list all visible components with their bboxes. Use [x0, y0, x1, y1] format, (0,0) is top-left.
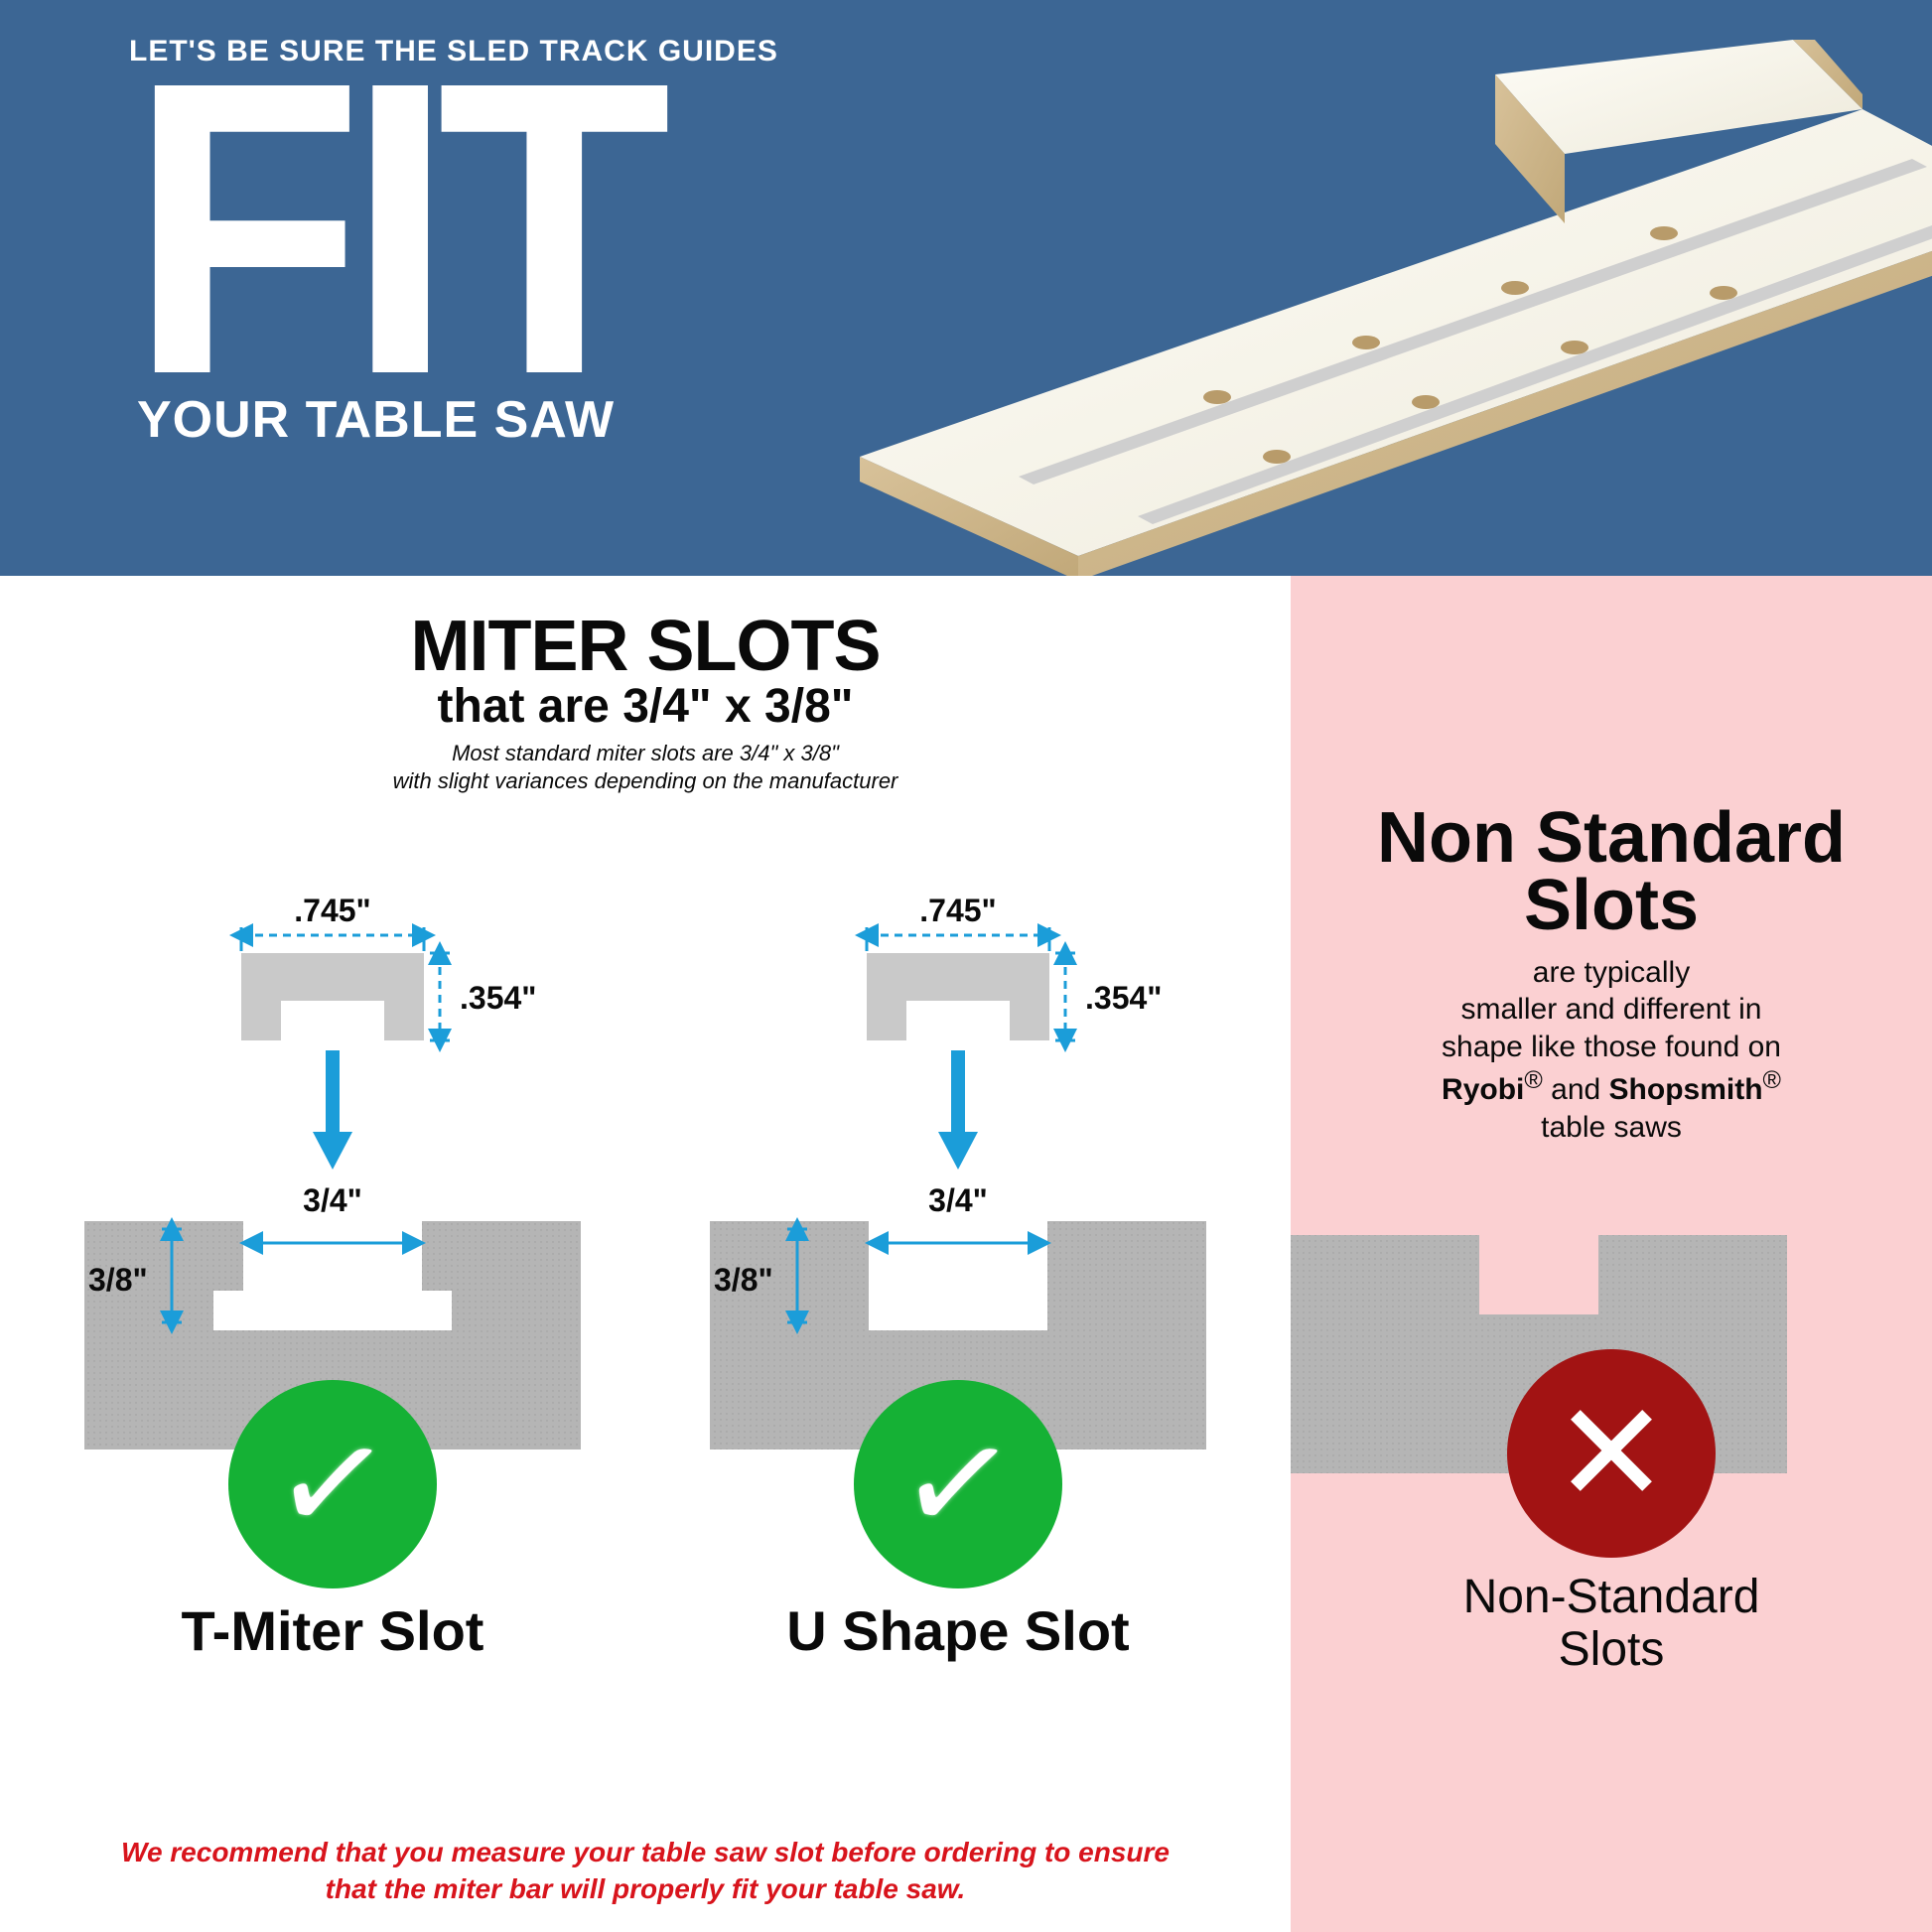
- ns-desc-tail: table saws: [1541, 1111, 1682, 1144]
- dim-width: .745": [919, 894, 996, 928]
- ns-desc-l1: are typically: [1533, 956, 1690, 989]
- ns-slot-label: Non-StandardSlots: [1291, 1572, 1932, 1677]
- ns-desc-l2: smaller and different in: [1461, 993, 1762, 1026]
- dim-height: .354": [1085, 980, 1162, 1016]
- ns-description: are typically smaller and different in s…: [1291, 954, 1932, 1147]
- miter-note-l1: Most standard miter slots are 3/4" x 3/8…: [452, 741, 839, 765]
- hero-banner: LET'S BE SURE THE SLED TRACK GUIDES FIT …: [0, 0, 1932, 576]
- standard-slots-panel: MITER SLOTS that are 3/4" x 3/8" Most st…: [0, 576, 1291, 1932]
- check-icon: ✓: [265, 1408, 400, 1562]
- check-badge: ✓: [228, 1380, 437, 1588]
- sled-illustration: [721, 40, 1932, 576]
- miter-note-l2: with slight variances depending on the m…: [393, 768, 898, 793]
- slot-diagrams-row: .745" .354" 3/4: [0, 894, 1291, 1663]
- hero-fit-word: FIT: [129, 59, 727, 400]
- ns-brand1: Ryobi: [1442, 1073, 1524, 1106]
- cross-badge: ✕: [1507, 1349, 1716, 1558]
- content-area: MITER SLOTS that are 3/4" x 3/8" Most st…: [0, 576, 1932, 1932]
- cross-icon: ✕: [1553, 1384, 1669, 1523]
- dim-slot-width: 3/4": [928, 1182, 988, 1218]
- dim-slot-width: 3/4": [303, 1182, 362, 1218]
- u-shape-label: U Shape Slot: [786, 1598, 1129, 1663]
- miter-heading: MITER SLOTS: [0, 606, 1291, 687]
- recommendation-text: We recommend that you measure your table…: [0, 1835, 1291, 1907]
- u-shape-column: .745" .354" 3/4" 3/8": [670, 894, 1246, 1663]
- check-icon: ✓: [891, 1408, 1026, 1562]
- hero-text-block: LET'S BE SURE THE SLED TRACK GUIDES FIT …: [129, 35, 778, 450]
- miter-note: Most standard miter slots are 3/4" x 3/8…: [0, 740, 1291, 794]
- check-badge: ✓: [854, 1380, 1062, 1588]
- recommend-l1: We recommend that you measure your table…: [121, 1837, 1170, 1867]
- t-miter-label: T-Miter Slot: [182, 1598, 484, 1663]
- t-miter-diagram: .745" .354" 3/4: [74, 894, 591, 1449]
- ns-heading: Non Standard Slots: [1291, 804, 1932, 940]
- ns-heading-l2: Slots: [1524, 866, 1699, 945]
- recommend-l2: that the miter bar will properly fit you…: [326, 1873, 966, 1904]
- dim-height: .354": [460, 980, 536, 1016]
- miter-subheading: that are 3/4" x 3/8": [0, 679, 1291, 734]
- dim-width: .745": [294, 894, 370, 928]
- dim-slot-depth: 3/8": [88, 1262, 148, 1298]
- u-shape-diagram: .745" .354" 3/4" 3/8": [700, 894, 1216, 1449]
- nonstandard-panel: Non Standard Slots are typically smaller…: [1291, 576, 1932, 1932]
- ns-desc-l3: shape like those found on: [1442, 1031, 1781, 1063]
- t-miter-column: .745" .354" 3/4: [45, 894, 621, 1663]
- ns-brand2: Shopsmith: [1609, 1073, 1763, 1106]
- dim-slot-depth: 3/8": [714, 1262, 773, 1298]
